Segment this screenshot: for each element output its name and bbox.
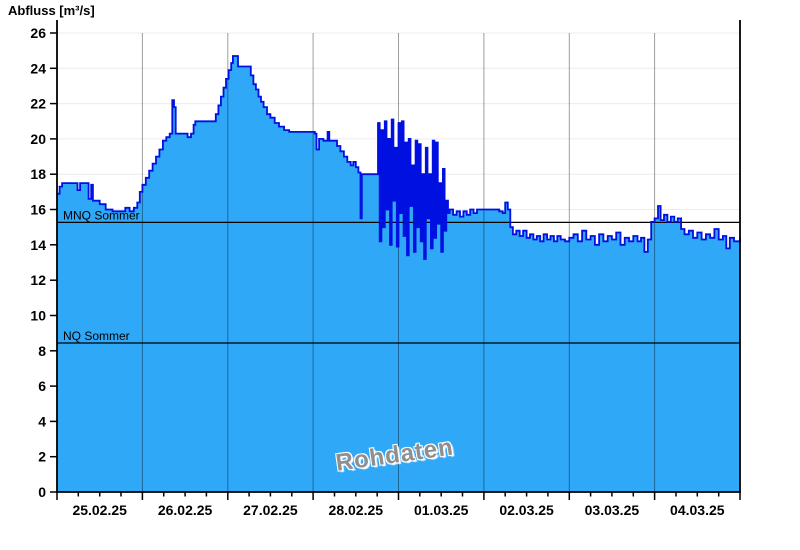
x-tick-label: 01.03.25 — [414, 502, 469, 518]
y-tick-label: 26 — [30, 25, 46, 41]
y-tick-label: 10 — [30, 308, 46, 324]
y-tick-label: 18 — [30, 166, 46, 182]
discharge-line — [57, 55, 741, 260]
discharge-area — [57, 56, 740, 492]
y-tick-label: 22 — [30, 96, 46, 112]
x-tick-label: 27.02.25 — [243, 502, 298, 518]
x-tick-label: 03.03.25 — [585, 502, 640, 518]
y-tick-label: 20 — [30, 131, 46, 147]
y-tick-label: 6 — [38, 378, 46, 394]
y-tick-label: 12 — [30, 272, 46, 288]
x-tick-label: 02.03.25 — [499, 502, 554, 518]
y-tick-label: 4 — [38, 413, 46, 429]
chart-title: Abfluss [m³/s] — [8, 3, 95, 18]
y-tick-label: 14 — [30, 237, 46, 253]
nq-sommer-label: NQ Sommer — [63, 329, 130, 343]
x-tick-label: 26.02.25 — [158, 502, 213, 518]
y-tick-label: 24 — [30, 60, 46, 76]
y-tick-label: 16 — [30, 202, 46, 218]
y-tick-label: 8 — [38, 343, 46, 359]
x-tick-label: 04.03.25 — [670, 502, 725, 518]
y-tick-label: 0 — [38, 484, 46, 500]
x-tick-label: 28.02.25 — [329, 502, 384, 518]
y-tick-label: 2 — [38, 449, 46, 465]
mnq-sommer-label: MNQ Sommer — [63, 208, 140, 222]
x-tick-label: 25.02.25 — [72, 502, 127, 518]
